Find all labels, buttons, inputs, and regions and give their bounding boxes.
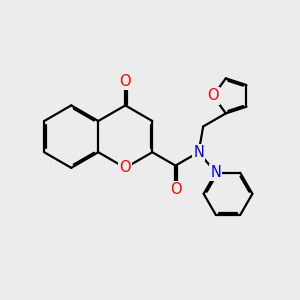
Text: N: N	[210, 165, 221, 180]
Text: O: O	[119, 160, 131, 175]
Text: O: O	[170, 182, 181, 197]
Text: O: O	[119, 74, 131, 88]
Text: O: O	[207, 88, 219, 104]
Text: N: N	[193, 145, 204, 160]
